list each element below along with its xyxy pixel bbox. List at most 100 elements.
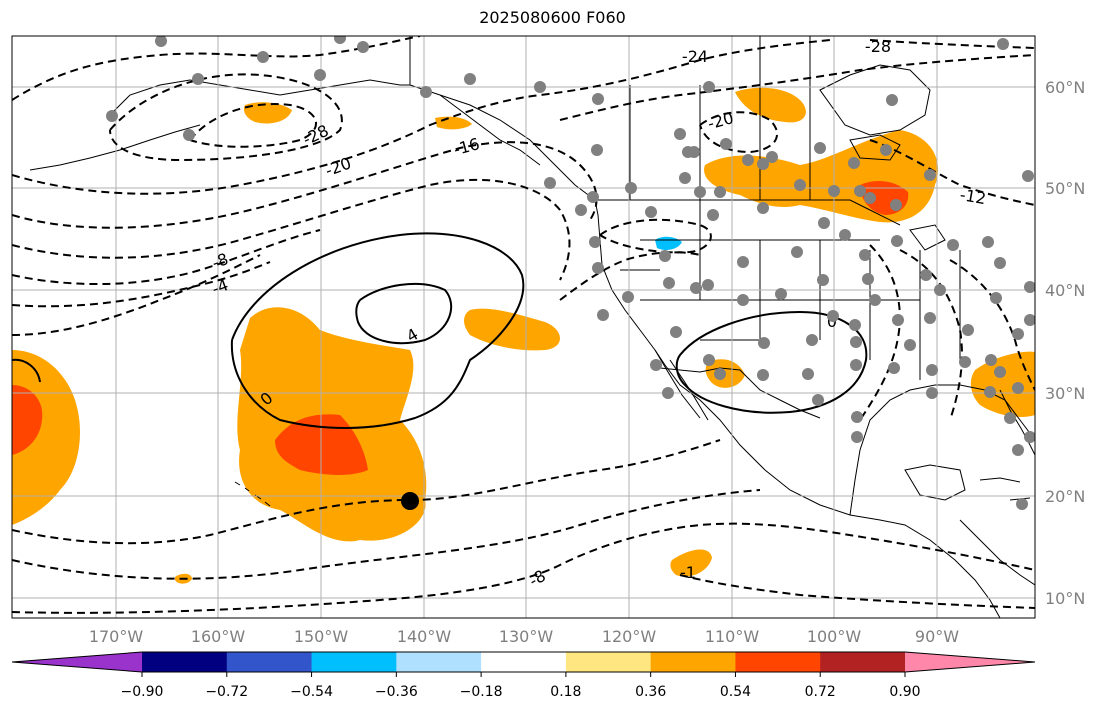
contour-solid-0-pacific [230,232,525,429]
lon-label-90w: 90°W [915,627,959,646]
contour-label-minus-4: -4 [209,275,230,298]
yucatan [904,464,966,501]
lat-label-50n: 50°N [1045,179,1085,198]
contour-label-minus-8-pacific: -8 [209,249,230,272]
contour-dashed-21 [12,522,1035,614]
colorbar-tick-label: −0.90 [121,684,164,700]
contour-dashed-12 [699,111,779,154]
lon-label-120w: 120°W [602,627,657,646]
colorbar-extend-high [905,652,1035,672]
contour-dashed-17 [899,249,963,421]
colorbar-tick-label: 0.54 [720,684,751,700]
anomaly-cyan-great-salt-lake [655,236,682,250]
colorbar-bin [565,652,652,672]
colorbar: −0.90 −0.72 −0.54 −0.36 −0.18 0.18 0.36 0.54 0.7… [11,651,1036,700]
contour-dashed-13 [559,54,1035,121]
contour-label-minus-12: -12 [958,185,987,208]
colorbar-bin [226,652,313,672]
caribbean-islands [979,477,1031,501]
map-content: -28 -24 -28 -20 -16 -20 -12 -8 -4 4 0 0 … [12,36,1035,618]
colorbar-tick-label: −0.72 [205,684,248,700]
contour-dashed-14 [869,39,1035,49]
colorbar-tick-label: 0.36 [635,684,666,700]
contour-label-minus-20-canada: -20 [705,108,735,133]
lat-label-20n: 20°N [1045,487,1085,506]
contour-dashed-9 [12,254,261,336]
colorbar-bin [311,652,397,672]
florida [999,389,1035,456]
station-dots [106,36,1035,510]
baja-peninsula [654,349,709,421]
lon-label-150w: 150°W [294,627,349,646]
colorbar-bin [396,652,482,672]
colorbar-extend-low [12,652,142,672]
colorbar-bin [481,652,567,672]
alaska-panhandle [439,94,541,166]
map-frame [11,35,1036,619]
contour-dashed-19 [12,439,721,545]
colorbar-tick-label: −0.36 [375,684,418,700]
lat-label-10n: 10°N [1045,589,1085,608]
anomaly-orange-gulf [970,351,1035,417]
contour-solid-4 [355,283,453,345]
canada-province-lines [629,36,811,200]
colorbar-tick-label: 0.18 [550,684,581,700]
lon-label-170w: 170°W [89,627,144,646]
hudson-bay [819,64,931,136]
contour-dashed-1 [12,36,421,101]
contour-solid-0-mexico [675,310,868,414]
latitude-labels: 60°N 50°N 40°N 30°N 20°N 10°N [1045,78,1085,608]
colorbar-tick-label: −0.18 [460,684,503,700]
contour-label-minus-24: -24 [682,47,708,66]
anomaly-orange-east-pacific [464,308,560,351]
lon-label-140w: 140°W [397,627,452,646]
lon-label-110w: 110°W [705,627,760,646]
lat-label-60n: 60°N [1045,78,1085,97]
colorbar-tick-label: −0.54 [290,684,333,700]
contour-dashed-18 [949,259,1035,391]
colorbar-bin [735,652,821,672]
lon-label-100w: 100°W [807,627,862,646]
colorbar-bin [142,652,228,672]
contour-dashed-20 [12,489,761,580]
aleutians [29,124,201,171]
colorbar-bin [650,652,736,672]
contour-label-minus-16: -16 [451,134,481,159]
lon-label-160w: 160°W [191,627,246,646]
contour-solid-0-west [12,358,41,383]
shaded-anomalies [12,87,1035,584]
contour-dashed-4 [12,39,831,195]
us-mexico-border [659,367,821,419]
contour-label-minus-8-south: -8 [526,566,549,590]
contours [12,36,1035,614]
anomaly-orange-gulf-of-alaska [435,116,472,130]
colorbar-bin [820,652,906,672]
contour-dashed-16 [859,244,902,421]
storm-center-marker [401,492,419,510]
anomaly-red-west-edge [12,385,43,455]
contour-dashed-7 [12,229,321,286]
contour-dashed-6 [12,178,571,281]
contour-dashed-22 [679,574,1035,609]
contour-label-minus-1: -1 [680,563,696,582]
contour-dashed-15 [869,139,1035,206]
gulf-coast [849,384,1035,516]
great-lakes [849,134,946,251]
contour-dashed-5 [12,141,598,229]
anomaly-orange-mexico-offshore [670,549,712,577]
anomaly-orange-alaska [243,102,292,124]
contour-dashed-11 [599,218,712,254]
lat-label-30n: 30°N [1045,384,1085,403]
map-title: 2025080600 F060 [479,8,626,27]
anomaly-orange-canada [735,87,806,123]
colorbar-tick-label: 0.72 [805,684,836,700]
contour-dashed-3 [189,103,317,148]
central-america [959,519,1035,586]
contour-label-minus-28-alaska: -28 [300,121,332,149]
lat-label-40n: 40°N [1045,281,1085,300]
contour-label-minus-28-top: -28 [865,37,891,56]
lon-label-130w: 130°W [499,627,554,646]
contour-dashed-2 [109,73,343,162]
us-canada-border [598,199,901,226]
